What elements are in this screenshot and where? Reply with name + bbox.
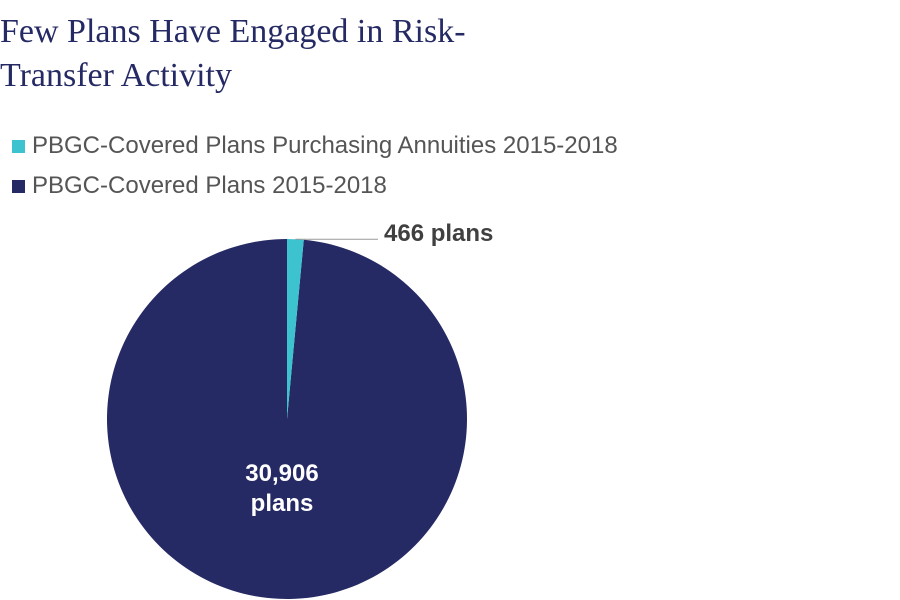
data-label-covered-plans-line-1: 30,906 xyxy=(245,460,318,487)
legend-swatch-covered-plans xyxy=(12,179,25,193)
chart-legend: PBGC-Covered Plans Purchasing Annuities … xyxy=(12,126,618,206)
legend-swatch-annuities xyxy=(12,139,25,153)
chart-title-line-2: Transfer Activity xyxy=(0,57,233,94)
data-label-annuities: 466 plans xyxy=(384,220,493,247)
legend-item-covered-plans: PBGC-Covered Plans 2015-2018 xyxy=(12,166,618,206)
chart-title-line-1: Few Plans Have Engaged in Risk- xyxy=(0,13,466,50)
chart-title: Few Plans Have Engaged in Risk- Transfer… xyxy=(0,10,560,98)
data-label-covered-plans-line-2: plans xyxy=(251,490,314,517)
legend-item-annuities: PBGC-Covered Plans Purchasing Annuities … xyxy=(12,126,618,166)
legend-label-covered-plans: PBGC-Covered Plans 2015-2018 xyxy=(32,172,387,199)
legend-label-annuities: PBGC-Covered Plans Purchasing Annuities … xyxy=(32,132,618,159)
pie-slice-covered-plans xyxy=(107,239,468,599)
pie-slice-annuities xyxy=(287,239,304,419)
